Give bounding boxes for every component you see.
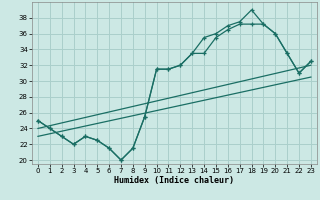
X-axis label: Humidex (Indice chaleur): Humidex (Indice chaleur) bbox=[115, 176, 234, 185]
